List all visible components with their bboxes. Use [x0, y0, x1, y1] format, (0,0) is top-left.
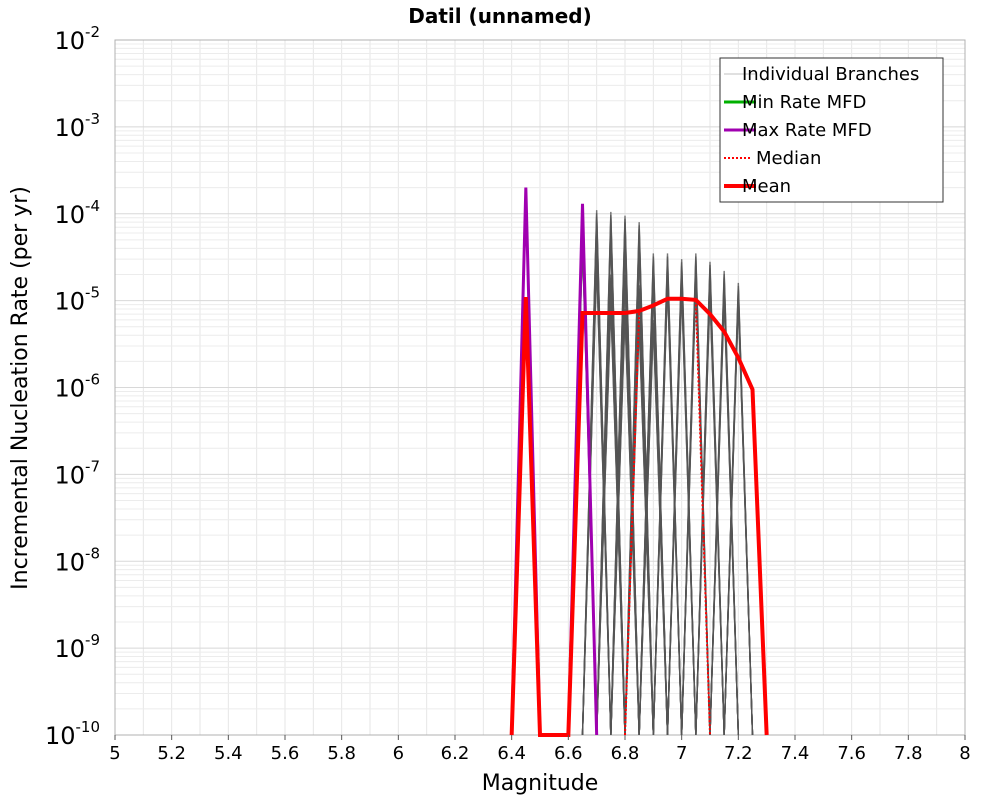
- branch-line: [652, 269, 683, 736]
- y-tick-label: 10-10: [45, 718, 100, 750]
- branch-line: [680, 259, 711, 736]
- branch-line: [666, 291, 697, 736]
- x-axis-label: Magnitude: [482, 771, 599, 796]
- branch-line: [652, 256, 683, 736]
- legend-label: Max Rate MFD: [742, 120, 872, 141]
- y-tick-label: 10-4: [54, 197, 100, 229]
- x-tick-label: 5: [109, 743, 120, 764]
- x-tick-label: 7: [676, 743, 687, 764]
- legend-label: Mean: [742, 176, 791, 197]
- branch-line: [652, 272, 683, 736]
- branch-line: [680, 278, 711, 736]
- x-tick-label: 5.6: [271, 743, 300, 764]
- branch-line: [709, 300, 740, 736]
- branch-line: [595, 307, 626, 736]
- y-tick-label: 10-2: [54, 23, 100, 55]
- branch-line: [652, 253, 683, 736]
- y-tick-label: 10-7: [54, 457, 100, 489]
- branch-line: [680, 272, 711, 736]
- branch-line: [709, 274, 740, 736]
- branch-line: [709, 293, 740, 736]
- legend-label: Median: [756, 148, 821, 169]
- x-tick-label: 7.6: [837, 743, 866, 764]
- branch-line: [709, 289, 740, 736]
- legend: Individual Branches Min Rate MFD Max Rate …: [719, 57, 944, 203]
- branch-line: [581, 265, 612, 736]
- y-tick-label: 10-3: [54, 110, 100, 142]
- x-tick-label: 7.2: [724, 743, 753, 764]
- series-line-max-rate-mfd: [510, 187, 599, 737]
- x-tick-label: 5.2: [157, 743, 186, 764]
- series-line-mean: [509, 296, 769, 737]
- chart-title: Datil (unnamed): [408, 4, 592, 28]
- y-tick-label: 10-6: [54, 371, 100, 403]
- legend-box: [719, 57, 944, 203]
- branch-line: [652, 278, 683, 736]
- x-tick-label: 7.4: [781, 743, 810, 764]
- y-tick-labels: 10-2 10-3 10-4 10-5 10-6 10-7 10-8 10-9 10-10: [45, 23, 100, 750]
- branch-line: [723, 303, 754, 736]
- branch-line: [680, 269, 711, 736]
- y-tick-label: 10-5: [54, 284, 100, 316]
- x-tick-label: 7.8: [894, 743, 923, 764]
- legend-label: Min Rate MFD: [742, 92, 866, 113]
- x-tick-label: 6.8: [611, 743, 640, 764]
- y-tick-label: 10-9: [54, 631, 100, 663]
- legend-label: Individual Branches: [742, 64, 919, 85]
- branch-line: [652, 259, 683, 736]
- series-lines: [509, 187, 769, 737]
- x-tick-label: 6.4: [497, 743, 526, 764]
- y-tick-label: 10-8: [54, 544, 100, 576]
- y-axis-label: Incremental Nucleation Rate (per yr): [8, 186, 33, 590]
- x-tick-labels: 5 5.2 5.4 5.6 5.8 6 6.2 6.4 6.6 6.8 7 7.2 7.4 7.6 7.8 8: [109, 735, 971, 764]
- branch-line: [610, 315, 640, 736]
- branch-line: [709, 270, 740, 736]
- branch-line: [638, 326, 669, 736]
- branch-line: [709, 296, 740, 736]
- x-tick-label: 8: [959, 743, 970, 764]
- branch-line: [652, 285, 683, 736]
- branch-line: [680, 256, 711, 736]
- branch-line: [695, 294, 725, 736]
- x-tick-label: 5.4: [214, 743, 243, 764]
- x-tick-label: 6: [393, 743, 404, 764]
- x-tick-label: 5.8: [327, 743, 356, 764]
- x-tick-label: 6.6: [554, 743, 583, 764]
- x-tick-label: 6.2: [441, 743, 470, 764]
